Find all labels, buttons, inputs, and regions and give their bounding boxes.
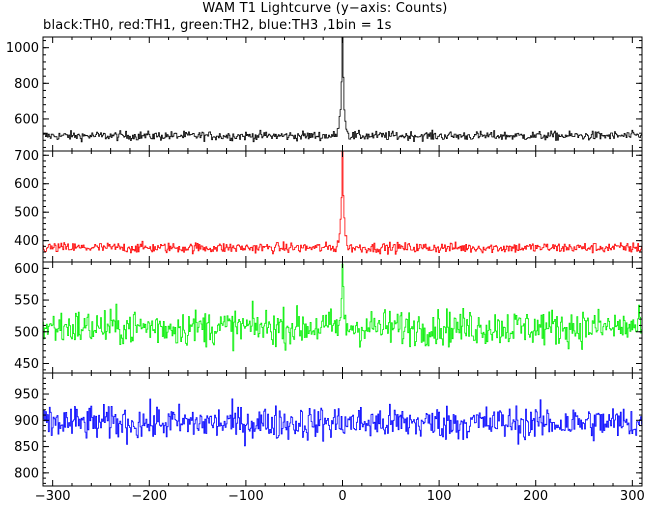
ytick-label: 700 <box>14 149 39 164</box>
panel-frame-th2 <box>42 261 643 374</box>
ytick-label: 800 <box>14 466 39 481</box>
ytick-label: 400 <box>14 234 39 249</box>
series-th2 <box>43 263 642 352</box>
xtick-label: 0 <box>338 489 346 504</box>
ytick-label: 450 <box>14 357 39 372</box>
xtick-label: 200 <box>523 489 548 504</box>
ytick-label: 500 <box>14 325 39 340</box>
ytick-label: 900 <box>14 414 39 429</box>
chart-subtitle: black:TH0, red:TH1, green:TH2, blue:TH3 … <box>43 18 392 33</box>
ytick-label: 500 <box>14 206 39 221</box>
ytick-label: 550 <box>14 294 39 309</box>
ytick-label: 600 <box>14 112 39 127</box>
panel-frame-th1 <box>42 150 643 263</box>
ytick-label: 1000 <box>6 41 39 56</box>
xtick-label: −200 <box>131 489 167 504</box>
ytick-label: 600 <box>14 177 39 192</box>
chart-title: WAM T1 Lightcurve (y−axis: Counts) <box>202 1 448 16</box>
ytick-label: 800 <box>14 77 39 92</box>
xtick-label: −300 <box>35 489 71 504</box>
ytick-label: 600 <box>14 262 39 277</box>
series-th3 <box>43 398 642 447</box>
series-th0 <box>43 37 642 143</box>
ytick-label: 850 <box>14 440 39 455</box>
xtick-label: 300 <box>620 489 645 504</box>
xtick-label: 100 <box>427 489 452 504</box>
ytick-label: 950 <box>14 388 39 403</box>
series-th1 <box>43 151 642 255</box>
xtick-label: −100 <box>228 489 264 504</box>
